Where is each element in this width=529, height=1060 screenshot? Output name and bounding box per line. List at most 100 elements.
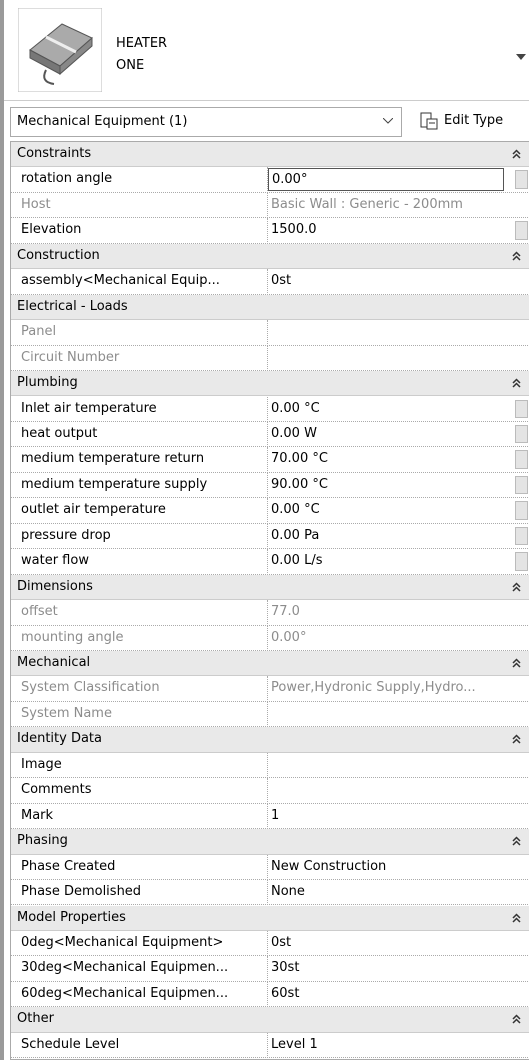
group-header[interactable]: Constraints xyxy=(11,142,529,167)
group-header[interactable]: Electrical - Loads xyxy=(11,295,529,320)
property-value[interactable]: 0.00 °C xyxy=(268,499,504,521)
collapse-icon[interactable] xyxy=(512,734,521,744)
type-name: ONE xyxy=(116,58,144,73)
type-selector[interactable]: HEATER ONE xyxy=(4,0,529,101)
property-row[interactable]: heat output 0.00 W xyxy=(11,422,529,447)
property-value[interactable]: 0st xyxy=(268,932,522,954)
group-title: Constraints xyxy=(17,146,91,161)
property-value[interactable]: 0st xyxy=(268,270,522,292)
property-value[interactable]: Level 1 xyxy=(268,1034,522,1056)
property-value[interactable]: 70.00 °C xyxy=(268,448,504,470)
property-row[interactable]: 30deg<Mechanical Equipmen... 30st xyxy=(11,956,529,981)
collapse-icon[interactable] xyxy=(512,582,521,592)
property-value[interactable]: 0.00 W xyxy=(268,423,504,445)
dropdown-arrow xyxy=(516,54,526,60)
property-value xyxy=(268,347,522,369)
group-title: Mechanical xyxy=(17,655,90,670)
property-value[interactable]: 1500.0 xyxy=(268,219,504,241)
property-value[interactable]: 0.00 Pa xyxy=(268,525,504,547)
property-name: pressure drop xyxy=(21,528,263,543)
property-value[interactable] xyxy=(268,754,522,776)
group-header[interactable]: Phasing xyxy=(11,829,529,854)
property-name: water flow xyxy=(21,553,263,568)
group-header[interactable]: Model Properties xyxy=(11,906,529,931)
collapse-icon[interactable] xyxy=(512,378,521,388)
associate-button[interactable] xyxy=(515,170,528,188)
property-value[interactable]: 1 xyxy=(268,805,522,827)
property-name: mounting angle xyxy=(21,630,263,645)
property-value: 0.00° xyxy=(268,627,522,649)
group-header[interactable]: Other xyxy=(11,1007,529,1032)
property-row[interactable]: 60deg<Mechanical Equipmen...60st xyxy=(11,982,529,1007)
collapse-icon[interactable] xyxy=(512,149,521,159)
property-name: System Classification xyxy=(21,680,263,695)
associate-button[interactable] xyxy=(515,221,528,239)
property-value xyxy=(268,321,522,343)
group-title: Dimensions xyxy=(17,579,93,594)
edit-type-button[interactable]: Edit Type xyxy=(418,107,528,135)
collapse-icon[interactable] xyxy=(512,913,521,923)
property-value[interactable]: 60st xyxy=(268,983,522,1005)
edit-type-icon xyxy=(420,112,438,130)
property-value[interactable]: 0.00 °C xyxy=(268,398,504,420)
property-name: Circuit Number xyxy=(21,350,263,365)
property-row: HostBasic Wall : Generic - 200mm xyxy=(11,193,529,218)
group-header[interactable]: Plumbing xyxy=(11,371,529,396)
property-name: Phase Created xyxy=(21,859,263,874)
property-value[interactable]: 30st xyxy=(268,957,522,979)
property-row[interactable]: outlet air temperature 0.00 °C xyxy=(11,498,529,523)
group-header[interactable]: Mechanical xyxy=(11,651,529,676)
group-header[interactable]: Dimensions xyxy=(11,575,529,600)
property-row[interactable]: Phase Created New Construction xyxy=(11,855,529,880)
property-value: 77.0 xyxy=(268,601,522,623)
group-header[interactable]: Identity Data xyxy=(11,727,529,752)
group-title: Other xyxy=(17,1011,54,1026)
property-row[interactable]: water flow 0.00 L/s xyxy=(11,549,529,574)
property-name: 30deg<Mechanical Equipmen... xyxy=(21,960,263,975)
category-filter[interactable]: Mechanical Equipment (1) xyxy=(10,107,402,137)
collapse-icon[interactable] xyxy=(512,658,521,668)
property-name: heat output xyxy=(21,426,263,441)
edit-type-label: Edit Type xyxy=(444,113,503,128)
group-title: Phasing xyxy=(17,833,68,848)
associate-button[interactable] xyxy=(515,476,528,494)
property-name: outlet air temperature xyxy=(21,502,263,517)
property-name: Panel xyxy=(21,324,263,339)
property-value[interactable]: 0.00° xyxy=(268,168,504,190)
associate-button[interactable] xyxy=(515,501,528,519)
property-row: Circuit Number xyxy=(11,346,529,371)
associate-button[interactable] xyxy=(515,527,528,545)
collapse-icon[interactable] xyxy=(512,836,521,846)
collapse-icon[interactable] xyxy=(512,1014,521,1024)
property-row[interactable]: pressure drop 0.00 Pa xyxy=(11,524,529,549)
property-row[interactable]: Image xyxy=(11,753,529,778)
collapse-icon[interactable] xyxy=(512,251,521,261)
property-row[interactable]: Comments xyxy=(11,778,529,803)
property-row: Panel xyxy=(11,320,529,345)
property-value[interactable]: 90.00 °C xyxy=(268,474,504,496)
property-row[interactable]: assembly<Mechanical Equip...0st xyxy=(11,269,529,294)
property-value: Power,Hydronic Supply,Hydro... xyxy=(268,677,522,699)
property-value[interactable] xyxy=(268,779,522,801)
associate-button[interactable] xyxy=(515,552,528,570)
group-title: Plumbing xyxy=(17,375,78,390)
property-name: Host xyxy=(21,197,263,212)
family-icon xyxy=(18,8,102,92)
associate-button[interactable] xyxy=(515,425,528,443)
property-name: offset xyxy=(21,604,263,619)
associate-button[interactable] xyxy=(515,450,528,468)
property-value[interactable]: 0.00 L/s xyxy=(268,550,504,572)
property-value[interactable]: None xyxy=(268,881,522,903)
property-value[interactable]: New Construction xyxy=(268,856,522,878)
property-row[interactable]: 0deg<Mechanical Equipment>0st xyxy=(11,931,529,956)
associate-button[interactable] xyxy=(515,400,528,418)
group-header[interactable]: Construction xyxy=(11,244,529,269)
